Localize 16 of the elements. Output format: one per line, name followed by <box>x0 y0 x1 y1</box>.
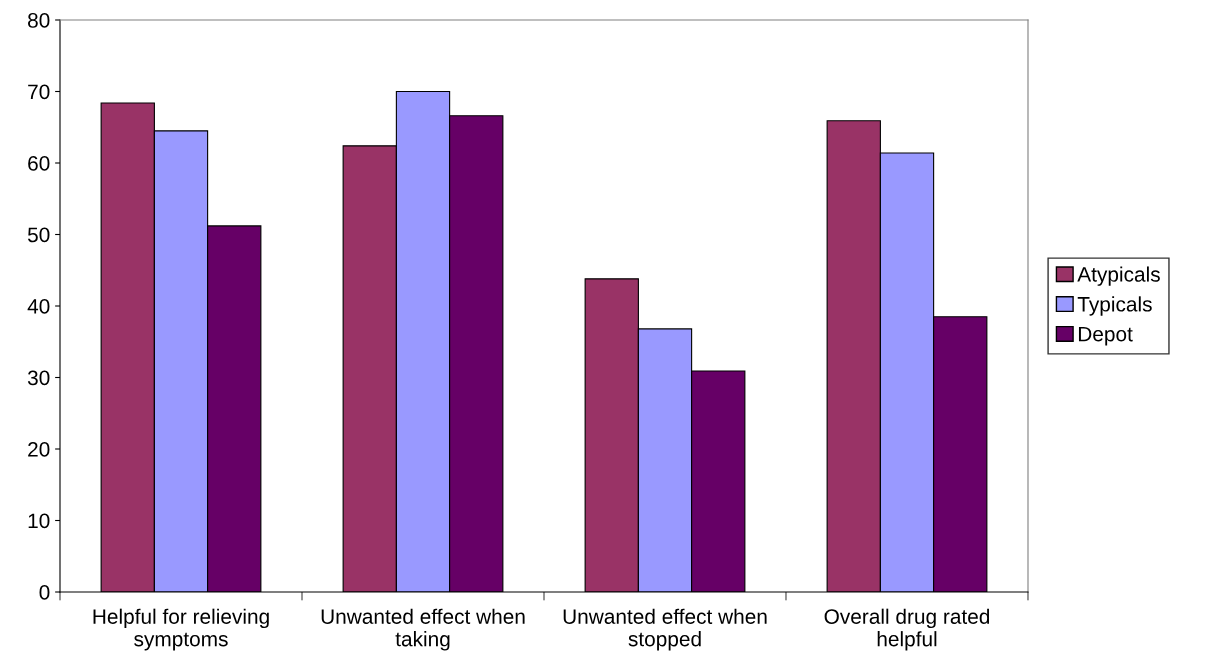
x-tick-label: Unwanted effect when stopped <box>563 608 767 651</box>
y-tick-label: 50 <box>27 227 50 243</box>
y-tick-label: 80 <box>28 13 50 28</box>
x-tick-label: Unwanted effect when taking <box>321 608 525 651</box>
legend-label: Typicals <box>1077 296 1152 316</box>
y-tick-label: 20 <box>28 442 50 457</box>
y-tick-label: 40 <box>27 299 50 314</box>
y-tick-label: 30 <box>27 370 50 386</box>
legend-label: Atypicals <box>1077 266 1160 286</box>
y-tick-label: 10 <box>28 513 50 529</box>
x-tick-label: Helpful for relieving symptoms <box>93 608 269 651</box>
y-tick-label: 0 <box>39 585 50 600</box>
legend-label: Depot <box>1078 326 1133 346</box>
y-tick-label: 60 <box>28 156 50 171</box>
y-tick-label: 70 <box>28 84 50 100</box>
x-tick-label: Overall drug rated helpful <box>824 608 990 651</box>
